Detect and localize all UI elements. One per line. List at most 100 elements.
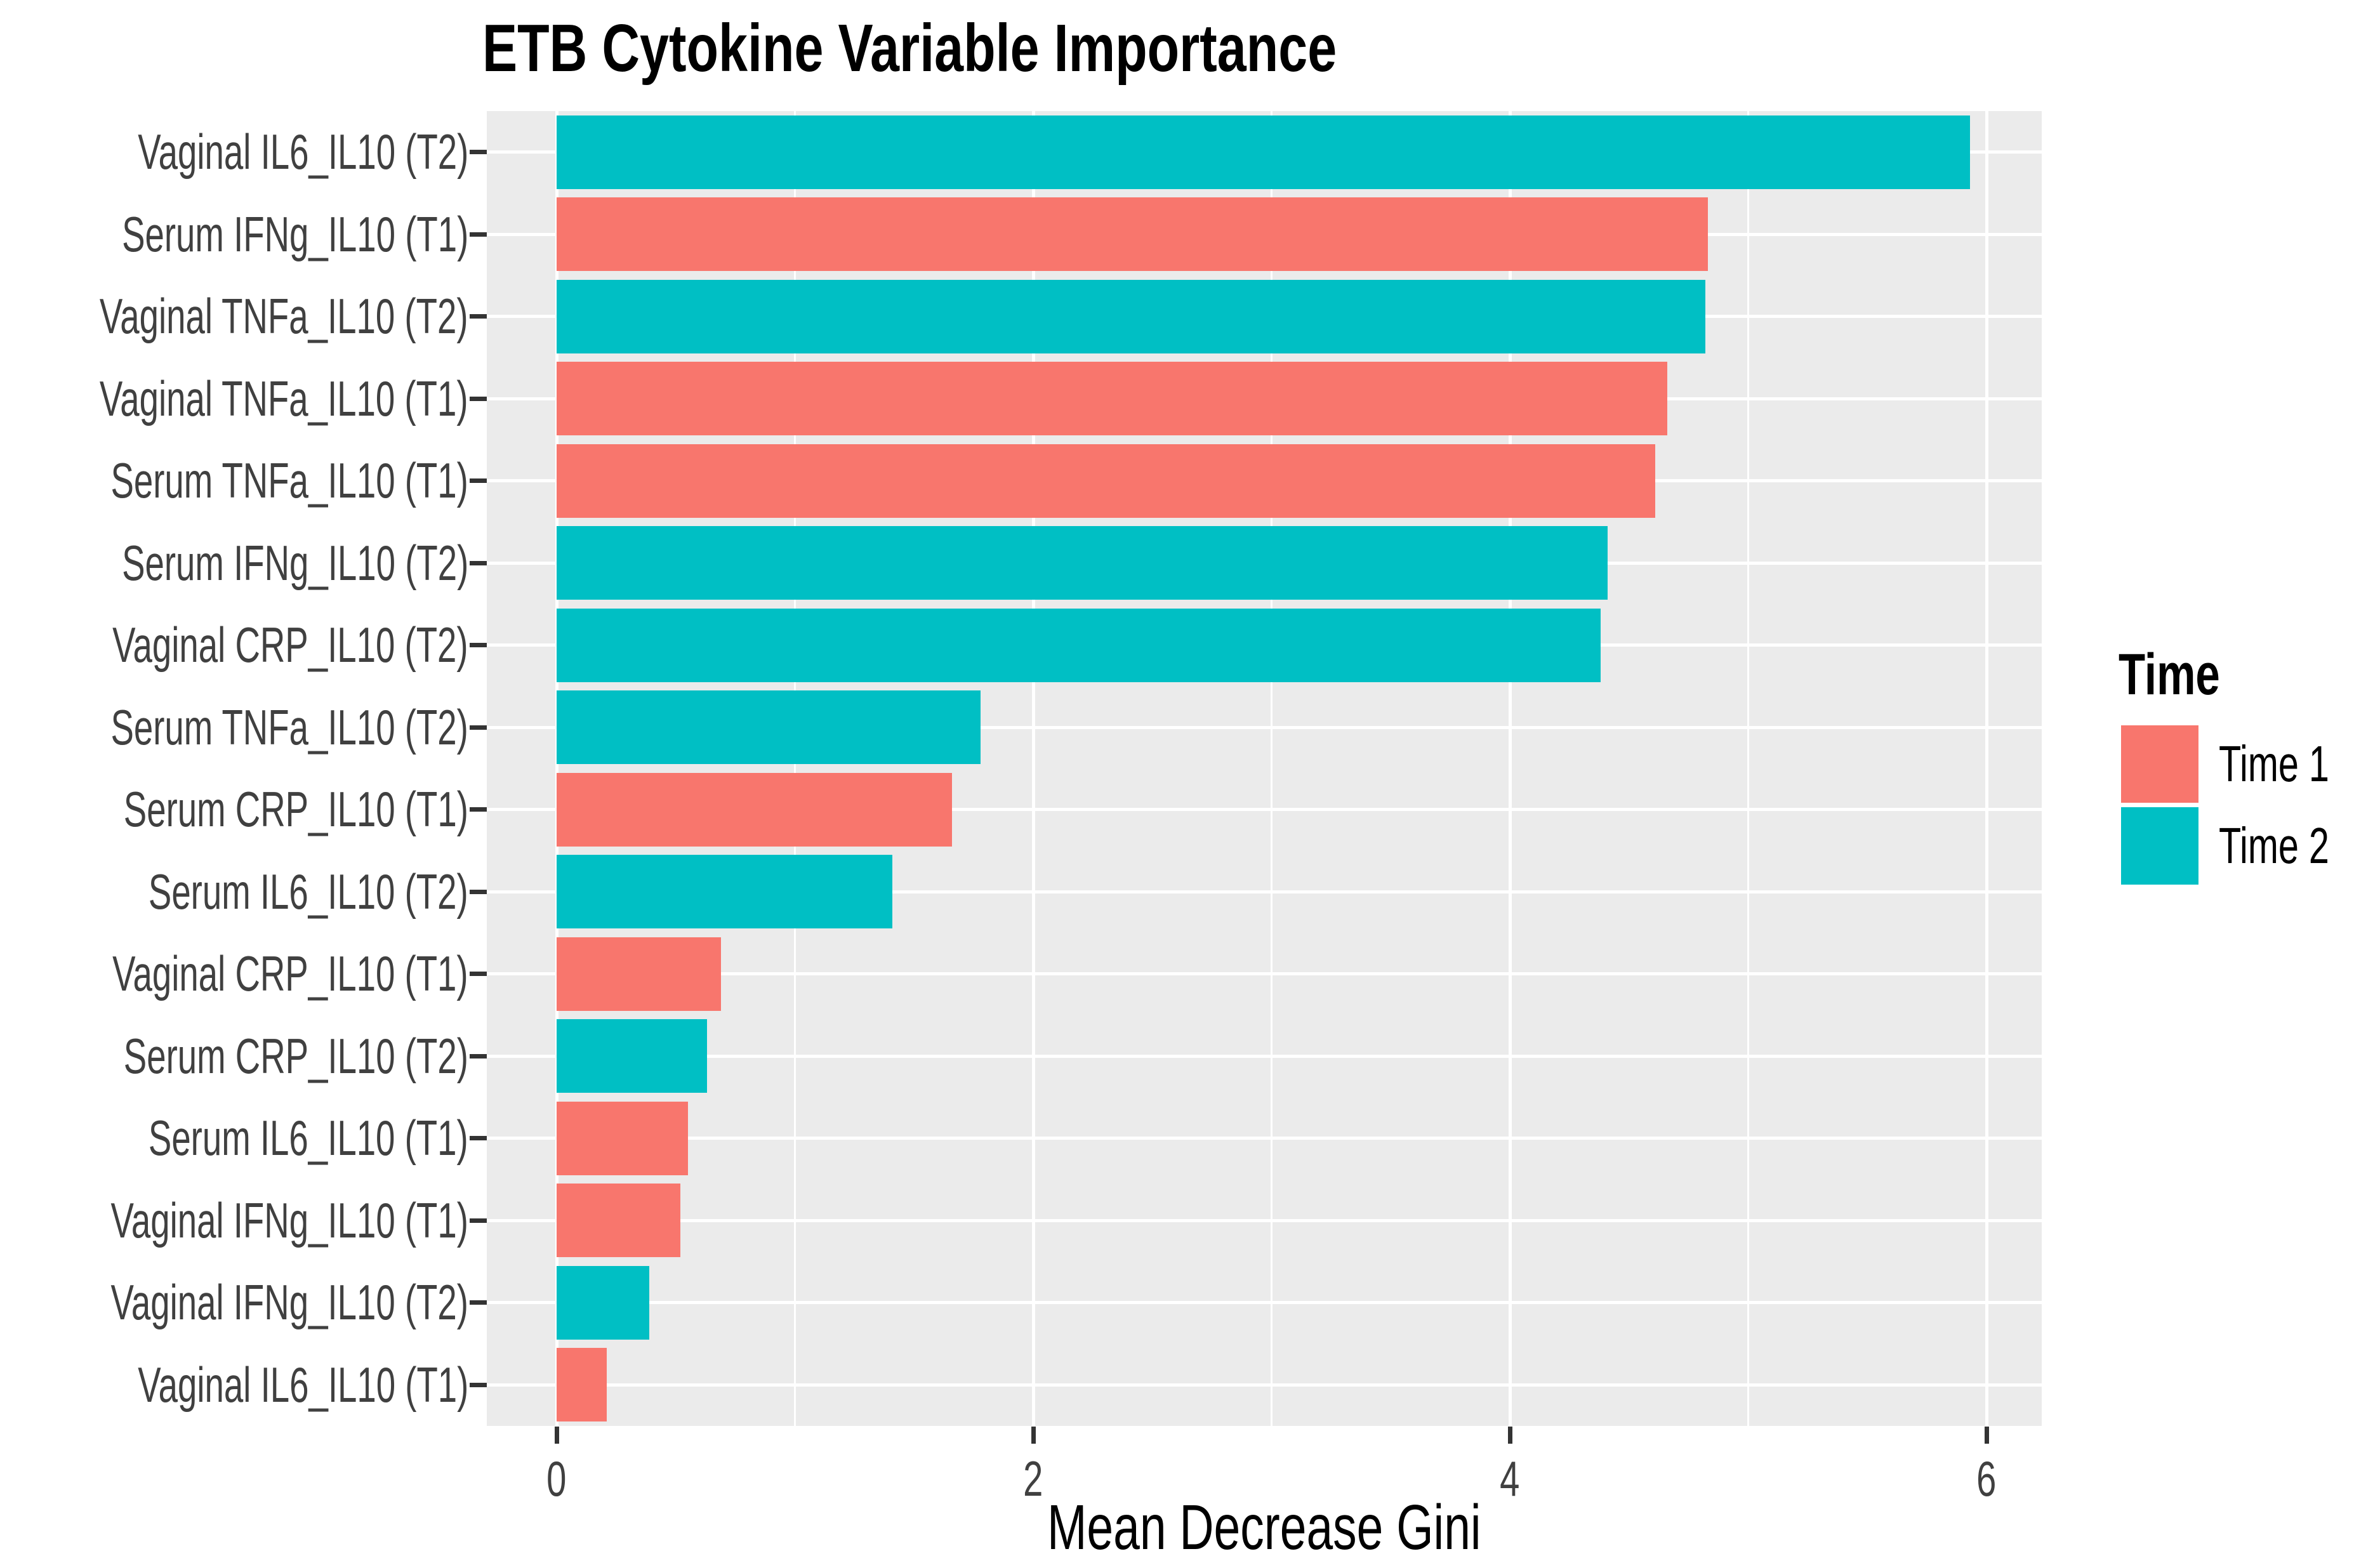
y-axis-label: Serum CRP_IL10 (T1) [0,768,468,851]
y-tick-mark [470,1053,487,1058]
y-axis-label: Serum IL6_IL10 (T2) [0,851,468,933]
x-tick-mark [1507,1427,1512,1444]
y-axis-label-text: Vaginal TNFa_IL10 (T2) [100,288,468,345]
y-axis-label-text: Vaginal CRP_IL10 (T2) [112,617,468,673]
plot-panel [487,111,2042,1426]
y-tick-mark [470,1136,487,1141]
bar [557,279,1705,353]
gridline-major-y [487,890,2042,894]
bar [557,937,721,1011]
bar [557,1265,649,1340]
gridline-major-y [487,725,2042,729]
x-tick-label: 2 [938,1450,1128,1507]
legend-label-time1: Time 1 [2219,725,2372,803]
bar [557,608,1601,682]
gridline-major-y [487,1054,2042,1058]
gridline-major-y [487,972,2042,976]
x-tick-label-text: 2 [1023,1451,1043,1507]
y-axis-label: Vaginal IL6_IL10 (T2) [0,111,468,194]
x-axis-title: Mean Decrease Gini [788,1493,1740,1562]
y-tick-mark [470,232,487,237]
y-tick-mark [470,643,487,648]
x-tick-label-text: 4 [1500,1451,1520,1507]
y-axis-label: Serum IFNg_IL10 (T1) [0,194,468,276]
x-tick-mark [554,1427,559,1444]
legend-label-time2: Time 2 [2219,807,2372,885]
gridline-major-y [487,808,2042,812]
y-axis-label-text: Vaginal IFNg_IL10 (T1) [110,1192,468,1248]
y-axis-label-text: Vaginal CRP_IL10 (T1) [112,946,468,1002]
y-tick-mark [470,396,487,401]
y-axis-label: Serum CRP_IL10 (T2) [0,1015,468,1098]
gridline-minor-x [794,111,796,1426]
bar [557,197,1708,272]
y-axis-label-text: Vaginal IFNg_IL10 (T2) [110,1274,468,1331]
bar [557,1101,688,1175]
bar [557,772,952,847]
x-tick-mark [1984,1427,1989,1444]
gridline-major-y [487,1301,2042,1305]
bar [557,1019,707,1093]
y-axis-label-text: Serum IFNg_IL10 (T2) [121,534,468,591]
y-axis-label: Serum IFNg_IL10 (T2) [0,522,468,605]
bar [557,115,1970,189]
y-axis-label-text: Serum TNFa_IL10 (T1) [110,452,468,509]
y-axis-label: Vaginal CRP_IL10 (T1) [0,933,468,1015]
y-axis-label-text: Serum TNFa_IL10 (T2) [110,699,468,755]
y-axis-label: Serum TNFa_IL10 (T2) [0,687,468,769]
y-axis-label-text: Serum IL6_IL10 (T2) [149,863,468,920]
legend-label-time1-text: Time 1 [2219,735,2329,792]
gridline-minor-x [1747,111,1749,1426]
y-tick-mark [470,972,487,977]
bar [557,1348,607,1422]
plot-title-text: ETB Cytokine Variable Importance [482,11,1337,86]
gridline-minor-x [1271,111,1273,1426]
x-tick-mark [1031,1427,1036,1444]
bar [557,444,1655,518]
y-axis-label: Vaginal IFNg_IL10 (T2) [0,1262,468,1344]
bar [557,855,892,929]
plot-title: ETB Cytokine Variable Importance [482,9,1578,88]
y-tick-mark [470,807,487,812]
y-axis-label: Vaginal IFNg_IL10 (T1) [0,1180,468,1262]
y-axis-label-text: Vaginal IL6_IL10 (T2) [137,124,468,180]
y-axis-label: Serum IL6_IL10 (T1) [0,1097,468,1180]
x-tick-label-text: 6 [1976,1451,1997,1507]
bar [557,1184,680,1258]
y-axis-label: Serum TNFa_IL10 (T1) [0,440,468,522]
x-axis-title-text: Mean Decrease Gini [1047,1492,1481,1563]
y-tick-mark [470,314,487,319]
y-axis-label-text: Serum CRP_IL10 (T1) [123,781,468,838]
gridline-major-x [1031,111,1035,1426]
gridline-major-y [487,1383,2042,1387]
bar [557,362,1667,436]
legend-title-text: Time [2119,642,2220,707]
legend-title: Time [2119,640,2254,709]
gridline-major-y [487,1137,2042,1140]
y-tick-mark [470,725,487,730]
y-axis-label-text: Vaginal IL6_IL10 (T1) [137,1356,468,1413]
x-tick-label: 4 [1415,1450,1605,1507]
legend-key-time1-swatch [2121,725,2198,803]
y-tick-mark [470,478,487,484]
legend-label-time2-text: Time 2 [2219,817,2329,874]
y-axis-label: Vaginal TNFa_IL10 (T1) [0,358,468,440]
gridline-major-y [487,1218,2042,1222]
y-tick-mark [470,1218,487,1223]
x-tick-label: 0 [461,1450,652,1507]
y-axis-label: Vaginal TNFa_IL10 (T2) [0,275,468,358]
gridline-major-x [1508,111,1512,1426]
y-axis-label-text: Serum IFNg_IL10 (T1) [121,206,468,262]
y-axis-label-text: Serum IL6_IL10 (T1) [149,1110,468,1166]
bar [557,690,981,765]
y-tick-mark [470,1300,487,1305]
legend-key-time2-swatch [2121,807,2198,885]
y-axis-label: Vaginal CRP_IL10 (T2) [0,604,468,687]
y-tick-mark [470,1382,487,1387]
bar [557,526,1608,600]
x-tick-label-text: 0 [546,1451,567,1507]
x-tick-label: 6 [1891,1450,2082,1507]
y-tick-mark [470,150,487,155]
y-tick-mark [470,560,487,565]
